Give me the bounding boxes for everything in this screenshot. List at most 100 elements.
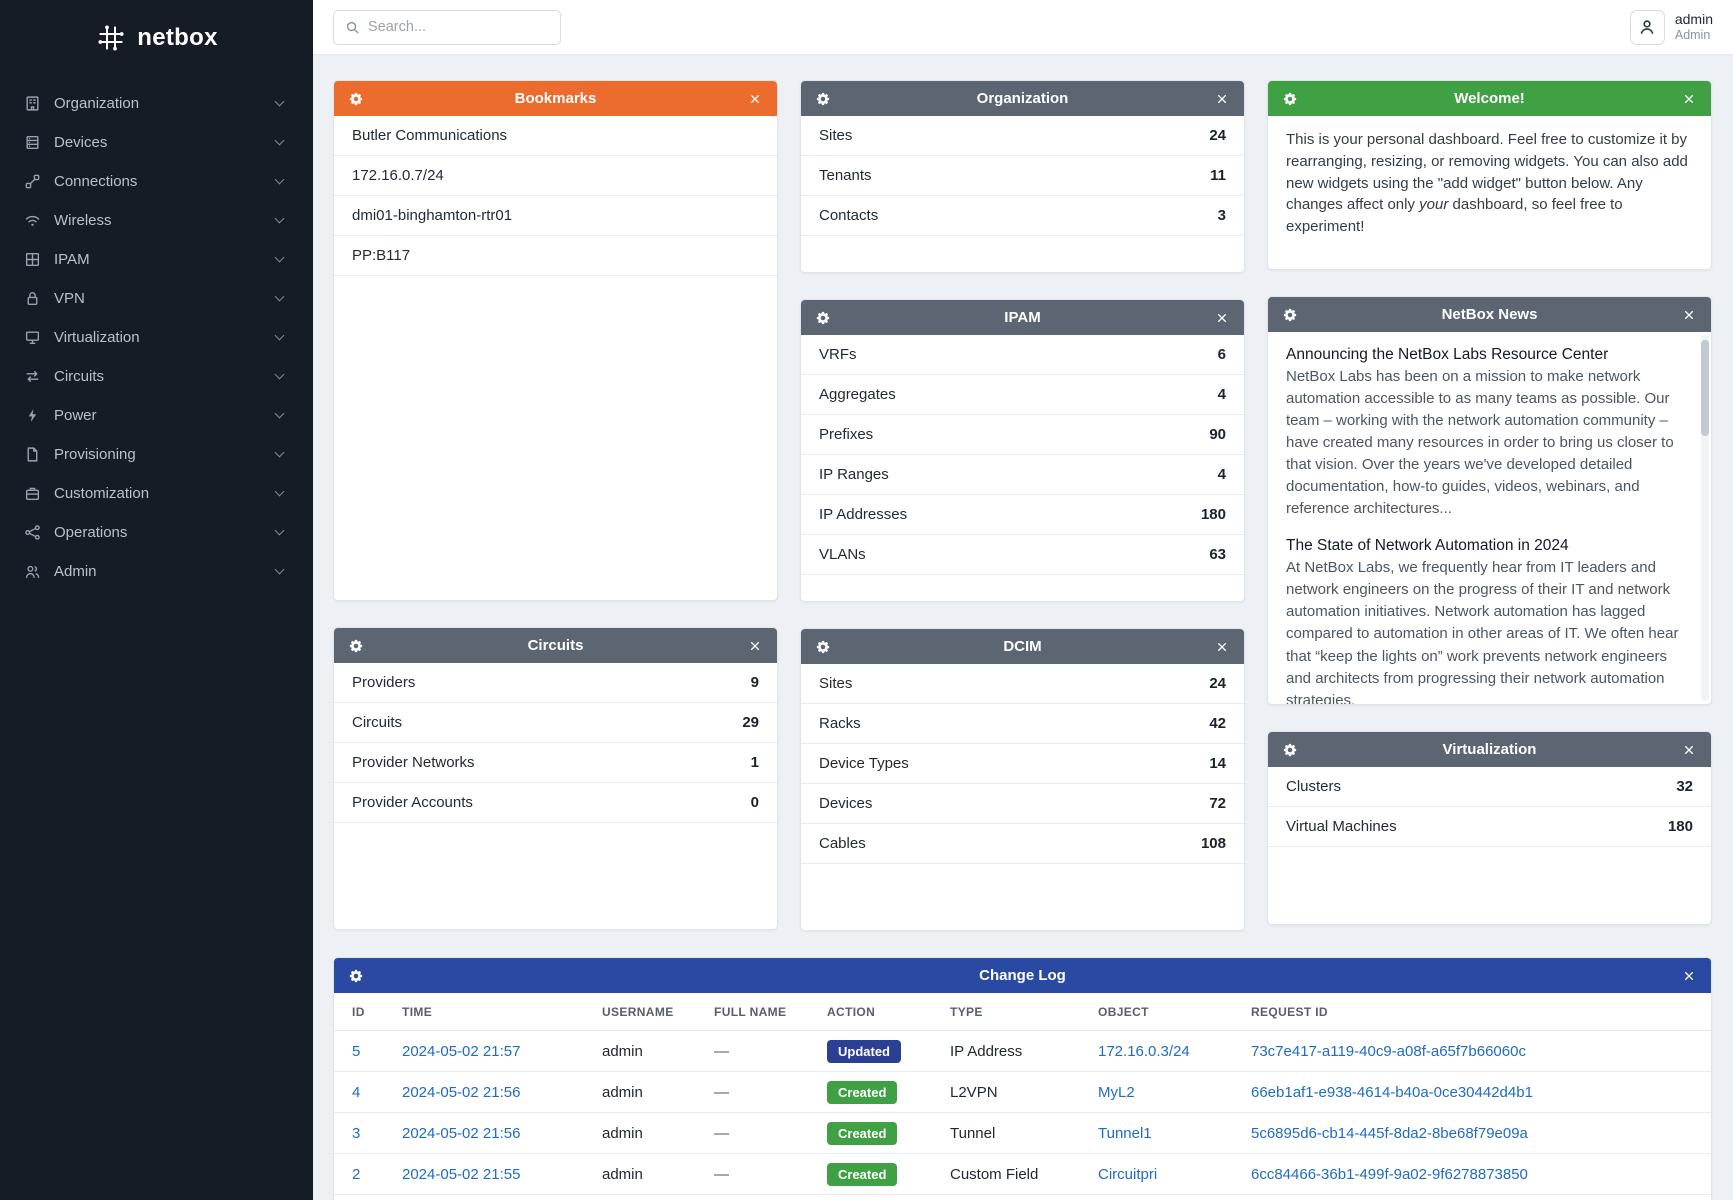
sidebar-item-virtualization[interactable]: Virtualization [12,318,301,357]
widget-config-gear-icon[interactable] [1278,738,1302,762]
change-time-link[interactable]: 2024-05-02 21:56 [402,1124,521,1142]
change-id-link[interactable]: 3 [352,1124,361,1142]
sidebar-item-provisioning[interactable]: Provisioning [12,435,301,474]
stat-label[interactable]: Contacts [819,207,879,224]
search-box[interactable] [333,9,561,45]
stat-row: Devices 72 [801,784,1244,824]
news-headline-link[interactable]: The State of Network Automation in 2024 [1286,537,1569,555]
sidebar-item-admin[interactable]: Admin [12,552,301,591]
stat-label[interactable]: Cables [819,835,866,852]
widget-header[interactable]: Change Log [334,958,1711,993]
change-time-link[interactable]: 2024-05-02 21:56 [402,1083,521,1101]
bookmark-link[interactable]: dmi01-binghamton-rtr01 [334,196,777,236]
widget-close-icon[interactable] [1677,303,1701,327]
widget-close-icon[interactable] [1677,87,1701,111]
scrollbar-thumb[interactable] [1701,340,1709,436]
widget-config-gear-icon[interactable] [811,87,835,111]
stat-label[interactable]: Device Types [819,755,909,772]
change-request-id-link[interactable]: 5c6895d6-cb14-445f-8da2-8be68f79e09a [1251,1124,1528,1142]
stat-label[interactable]: Prefixes [819,426,874,443]
stat-label[interactable]: Aggregates [819,386,896,403]
widget-config-gear-icon[interactable] [344,964,368,988]
widget-header[interactable]: Welcome! [1268,81,1711,116]
widget-header[interactable]: Circuits [334,628,777,663]
stat-label[interactable]: Virtual Machines [1286,818,1397,835]
bookmark-link[interactable]: Butler Communications [334,116,777,156]
stat-label[interactable]: Racks [819,715,861,732]
widget-welcome: Welcome! This is your personal dashboard… [1267,80,1712,270]
sidebar-item-power[interactable]: Power [12,396,301,435]
widget-config-gear-icon[interactable] [1278,303,1302,327]
widget-title: Welcome! [1454,90,1525,107]
change-object-link[interactable]: Tunnel1 [1098,1124,1152,1142]
bookmark-link[interactable]: PP:B117 [334,236,777,276]
stat-label[interactable]: Provider Accounts [352,794,473,811]
stat-value: 9 [750,674,759,691]
stat-label[interactable]: VRFs [819,346,857,363]
stat-label[interactable]: Sites [819,127,853,144]
chevron-down-icon [274,291,285,302]
change-request-id-link[interactable]: 6cc84466-36b1-499f-9a02-9f6278873850 [1251,1165,1528,1183]
search-input[interactable] [368,19,549,35]
sidebar-item-wireless[interactable]: Wireless [12,201,301,240]
change-time-link[interactable]: 2024-05-02 21:57 [402,1042,521,1060]
sidebar-item-devices[interactable]: Devices [12,123,301,162]
sidebar-item-customization[interactable]: Customization [12,474,301,513]
change-request-id-link[interactable]: 66eb1af1-e938-4614-b40a-0ce30442d4b1 [1251,1083,1533,1101]
dashboard-column-1: Bookmarks Butler Communications 172.16.0… [333,80,778,931]
stat-label[interactable]: Sites [819,675,853,692]
change-time-link[interactable]: 2024-05-02 21:55 [402,1165,521,1183]
netbox-logo[interactable]: netbox [0,0,313,68]
column-header-action: ACTION [817,993,940,1031]
change-object-link[interactable]: Circuitpri [1098,1165,1158,1183]
table-row: 3 2024-05-02 21:56 admin — Created Tunne… [334,1112,1711,1154]
widget-close-icon[interactable] [1210,87,1234,111]
change-id-link[interactable]: 2 [352,1165,361,1183]
stat-label[interactable]: Clusters [1286,778,1342,795]
stat-label[interactable]: Providers [352,674,416,691]
sidebar-item-organization[interactable]: Organization [12,84,301,123]
user-avatar-button[interactable] [1629,9,1665,45]
change-object-link[interactable]: 172.16.0.3/24 [1098,1042,1190,1060]
change-object-link[interactable]: MyL2 [1098,1083,1135,1101]
user-menu[interactable]: admin Admin [1629,9,1713,45]
bookmark-link[interactable]: 172.16.0.7/24 [334,156,777,196]
widget-header[interactable]: DCIM [801,629,1244,664]
widget-config-gear-icon[interactable] [344,634,368,658]
widget-close-icon[interactable] [1210,306,1234,330]
stat-label[interactable]: Circuits [352,714,403,731]
building-icon [24,95,41,112]
widget-close-icon[interactable] [1210,635,1234,659]
change-id-link[interactable]: 4 [352,1083,361,1101]
widget-header[interactable]: Virtualization [1268,732,1711,767]
stat-label[interactable]: Tenants [819,167,872,184]
scrollbar-track[interactable] [1701,335,1709,701]
sidebar-item-vpn[interactable]: VPN [12,279,301,318]
widget-header[interactable]: NetBox News [1268,297,1711,332]
change-id-link[interactable]: 5 [352,1042,361,1060]
widget-header[interactable]: IPAM [801,300,1244,335]
change-request-id-link[interactable]: 73c7e417-a119-40c9-a08f-a65f7b66060c [1251,1042,1526,1060]
widget-header[interactable]: Organization [801,81,1244,116]
widget-config-gear-icon[interactable] [1278,87,1302,111]
widget-close-icon[interactable] [1677,964,1701,988]
stat-label[interactable]: VLANs [819,546,866,563]
widget-close-icon[interactable] [743,87,767,111]
widget-config-gear-icon[interactable] [811,306,835,330]
sidebar-item-circuits[interactable]: Circuits [12,357,301,396]
sidebar-item-connections[interactable]: Connections [12,162,301,201]
widget-close-icon[interactable] [1677,738,1701,762]
widget-config-gear-icon[interactable] [344,87,368,111]
transfer-arrows-icon [24,368,41,385]
widget-close-icon[interactable] [743,634,767,658]
sidebar-item-operations[interactable]: Operations [12,513,301,552]
widget-config-gear-icon[interactable] [811,635,835,659]
stat-label[interactable]: Devices [819,795,873,812]
stat-label[interactable]: Provider Networks [352,754,475,771]
widget-header[interactable]: Bookmarks [334,81,777,116]
stat-label[interactable]: IP Ranges [819,466,889,483]
sidebar-item-ipam[interactable]: IPAM [12,240,301,279]
stat-label[interactable]: IP Addresses [819,506,908,523]
widget-virtualization: Virtualization Clusters 32 Virtual Machin… [1267,731,1712,925]
news-headline-link[interactable]: Announcing the NetBox Labs Resource Cent… [1286,346,1609,363]
